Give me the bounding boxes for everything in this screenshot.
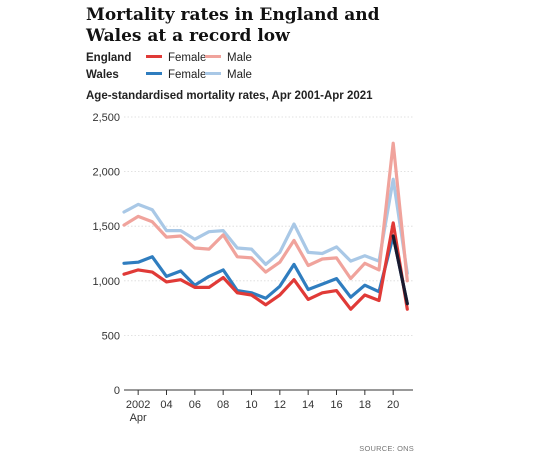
x-tick-7: 16 [330,390,343,411]
chart-subtitle: Age-standardised mortality rates, Apr 20… [86,90,373,102]
legend-england-male: Male [205,52,252,64]
y-tick-label: 1,000 [92,276,120,288]
legend-wales-male: Male [205,69,252,81]
legend-swatch-wales-male [205,72,221,76]
series-line-wales_male [122,177,409,275]
x-tick-8: 18 [359,390,371,411]
y-tick-label: 500 [102,330,120,342]
series-line-england_female [122,221,409,311]
legend-group-wales: Wales [86,69,119,81]
x-tick-label: 16 [330,399,342,411]
x-tick-label: 18 [359,399,371,411]
y-tick-4: 2,000 [92,167,413,179]
legend-wales-female: Female [146,69,206,81]
y-tick-2: 1,000 [92,276,413,288]
x-tick-4: 10 [245,390,258,411]
x-tick-label: 12 [274,399,286,411]
x-tick-label: 10 [245,399,257,411]
x-tick-9: 20 [387,390,399,411]
legend-swatch-england-male [205,55,221,59]
x-tick-label: 20 [387,399,399,411]
legend-label-england-female: Female [168,52,207,64]
y-tick-3: 1,500 [92,221,413,233]
y-tick-label: 2,500 [92,112,120,124]
y-tick-label: 2,000 [92,167,120,179]
y-tick-label: 1,500 [92,221,120,233]
series-line-england_male [122,141,409,283]
source-note: SOURCE: ONS [359,444,414,453]
legend: England Female Male Wales Female Male [86,52,386,86]
x-tick-5: 12 [274,390,286,411]
legend-label-wales-female: Female [168,69,207,81]
legend-swatch-wales-female [146,72,162,76]
legend-england-female: Female [146,52,206,64]
y-tick-5: 2,500 [92,112,413,124]
y-tick-label: 0 [114,385,120,397]
x-tick-2: 06 [189,390,201,411]
legend-group-england: England [86,52,132,64]
y-tick-0: 0 [114,385,413,397]
legend-label-wales-male: Male [227,69,252,81]
x-tick-1: 04 [160,390,173,411]
x-tick-label: 14 [302,399,314,411]
x-tick-label: 06 [189,399,201,411]
x-tick-label: 2002 [126,399,150,411]
x-tick-sublabel: Apr [130,412,147,424]
x-tick-label: 08 [217,399,229,411]
x-tick-label: 04 [160,399,172,411]
y-tick-1: 500 [102,330,413,342]
series-overlap-segment [391,234,409,306]
legend-label-england-male: Male [227,52,252,64]
x-tick-6: 14 [302,390,314,411]
legend-swatch-england-female [146,55,162,59]
chart-title: Mortality rates in England and Wales at … [86,5,380,46]
x-tick-3: 08 [217,390,229,411]
series-line-wales_female [122,234,409,306]
